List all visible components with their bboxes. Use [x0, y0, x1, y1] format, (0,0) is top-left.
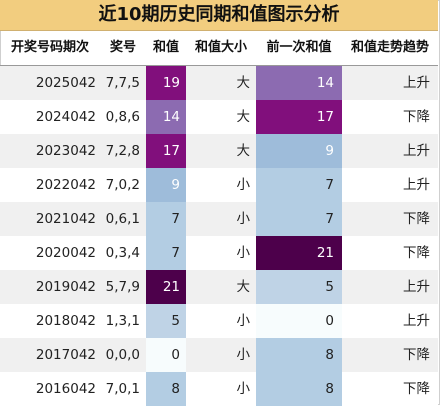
cell-sum: 8	[146, 372, 186, 406]
cell-prev-sum: 8	[256, 372, 342, 406]
cell-trend: 上升	[403, 279, 430, 295]
cell-sum: 14	[146, 100, 186, 134]
cell-numbers: 5,7,9	[105, 279, 140, 295]
cell-numbers: 7,2,8	[105, 143, 140, 159]
cell-prev-sum: 17	[256, 100, 342, 134]
header-size: 和值大小	[194, 40, 247, 55]
cell-size: 大	[236, 75, 251, 91]
cell-size: 小	[236, 347, 251, 363]
cell-size: 小	[236, 245, 251, 261]
cell-prev-sum: 9	[256, 134, 342, 168]
cell-sum: 7	[146, 236, 186, 270]
table-title: 近10期历史同期和值图示分析	[0, 0, 438, 31]
header-period: 开奖号码期次	[10, 40, 89, 55]
cell-prev-sum: 8	[256, 338, 342, 372]
cell-period: 2020042	[35, 245, 96, 261]
cell-numbers: 7,7,5	[105, 75, 140, 91]
table-row: 2024042 0,8,6 14 大 17 下降	[0, 100, 438, 134]
cell-numbers: 7,0,2	[105, 177, 140, 193]
cell-period: 2023042	[35, 143, 96, 159]
header-trend: 和值走势趋势	[350, 40, 429, 55]
cell-trend: 下降	[403, 245, 430, 261]
cell-numbers: 0,6,1	[105, 211, 140, 227]
cell-period: 2021042	[35, 211, 96, 227]
cell-trend: 下降	[403, 347, 430, 363]
header-prev-sum: 前一次和值	[266, 40, 332, 55]
table-row: 2018042 1,3,1 5 小 0 上升	[0, 304, 438, 338]
cell-period: 2019042	[35, 279, 96, 295]
header-sum: 和值	[152, 40, 179, 55]
cell-trend: 上升	[403, 143, 430, 159]
cell-size: 小	[236, 177, 251, 193]
cell-size: 小	[236, 313, 251, 329]
cell-prev-sum: 0	[256, 304, 342, 338]
cell-size: 小	[236, 381, 251, 397]
header-numbers: 奖号	[109, 40, 136, 55]
cell-sum: 19	[146, 66, 186, 100]
cell-sum: 0	[146, 338, 186, 372]
cell-numbers: 0,0,0	[105, 347, 140, 363]
table-row: 2019042 5,7,9 21 大 5 上升	[0, 270, 438, 304]
cell-sum: 21	[146, 270, 186, 304]
cell-prev-sum: 7	[256, 168, 342, 202]
cell-period: 2018042	[35, 313, 96, 329]
cell-size: 大	[236, 143, 251, 159]
table-row: 2022042 7,0,2 9 小 7 上升	[0, 168, 438, 202]
cell-size: 大	[236, 279, 251, 295]
cell-trend: 上升	[403, 177, 430, 193]
table-row: 2020042 0,3,4 7 小 21 下降	[0, 236, 438, 270]
table-row: 2025042 7,7,5 19 大 14 上升	[0, 66, 438, 100]
cell-sum: 7	[146, 202, 186, 236]
cell-numbers: 7,0,1	[105, 381, 140, 397]
cell-period: 2016042	[35, 381, 96, 397]
cell-period: 2024042	[35, 109, 96, 125]
cell-sum: 5	[146, 304, 186, 338]
cell-period: 2025042	[35, 75, 96, 91]
cell-trend: 下降	[403, 211, 430, 227]
cell-numbers: 0,3,4	[105, 245, 140, 261]
table-row: 2016042 7,0,1 8 小 8 下降	[0, 372, 438, 406]
cell-prev-sum: 21	[256, 236, 342, 270]
cell-sum: 9	[146, 168, 186, 202]
table-row: 2023042 7,2,8 17 大 9 上升	[0, 134, 438, 168]
cell-trend: 上升	[403, 75, 430, 91]
cell-numbers: 1,3,1	[105, 313, 140, 329]
cell-trend: 上升	[403, 313, 430, 329]
cell-numbers: 0,8,6	[105, 109, 140, 125]
cell-sum: 17	[146, 134, 186, 168]
cell-prev-sum: 5	[256, 270, 342, 304]
cell-period: 2017042	[35, 347, 96, 363]
table-row: 2021042 0,6,1 7 小 7 下降	[0, 202, 438, 236]
cell-prev-sum: 14	[256, 66, 342, 100]
cell-size: 小	[236, 211, 251, 227]
table-header: 开奖号码期次 奖号 和值 和值大小 前一次和值 和值走势趋势	[0, 31, 438, 66]
cell-trend: 下降	[403, 381, 430, 397]
cell-period: 2022042	[35, 177, 96, 193]
cell-size: 大	[236, 109, 251, 125]
cell-trend: 下降	[403, 109, 430, 125]
table-row: 2017042 0,0,0 0 小 8 下降	[0, 338, 438, 372]
cell-prev-sum: 7	[256, 202, 342, 236]
